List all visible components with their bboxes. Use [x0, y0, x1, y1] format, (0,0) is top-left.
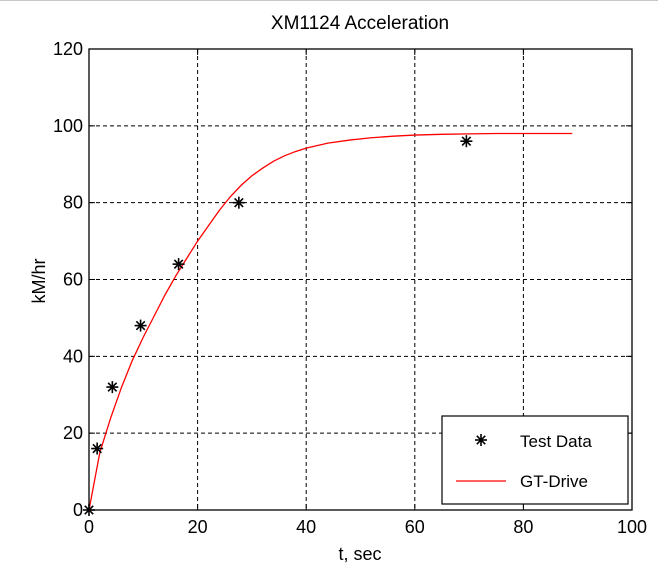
- window-top-border: [0, 0, 658, 1]
- chart-title: XM1124 Acceleration: [271, 13, 449, 34]
- x-axis-label: t, sec: [338, 544, 381, 564]
- legend-marker-asterisk: [475, 434, 487, 446]
- legend-box: [441, 415, 629, 505]
- legend-test-data-marker: [475, 434, 487, 446]
- x-tick-label: 0: [84, 517, 94, 537]
- y-tick-label: 0: [73, 500, 83, 520]
- y-tick-label: 100: [53, 116, 83, 136]
- x-tick-label: 100: [617, 517, 647, 537]
- y-tick-label: 20: [63, 423, 83, 443]
- x-tick-label: 40: [296, 517, 316, 537]
- test-data-marker: [91, 442, 104, 455]
- x-tick-label: 80: [513, 517, 533, 537]
- y-tick-label: 60: [63, 270, 83, 290]
- gt-drive-line: [88, 132, 573, 511]
- test-data-marker: [134, 319, 147, 332]
- test-data-marker: [460, 135, 473, 148]
- y-tick-label: 40: [63, 346, 83, 366]
- plot-area-frame: [88, 48, 633, 511]
- x-tick-label: 60: [405, 517, 425, 537]
- legend-label-test-data: Test Data: [520, 432, 592, 451]
- test-data-marker: [106, 381, 119, 394]
- y-tick-label: 120: [53, 39, 83, 59]
- x-tick-label: 20: [188, 517, 208, 537]
- y-tick-label: 80: [63, 193, 83, 213]
- legend-label-gt-drive: GT-Drive: [520, 472, 588, 491]
- legend: Test Data GT-Drive: [441, 415, 629, 505]
- y-axis-label: kM/hr: [29, 258, 49, 303]
- test-data-marker: [172, 258, 185, 271]
- test-data-marker: [232, 196, 245, 209]
